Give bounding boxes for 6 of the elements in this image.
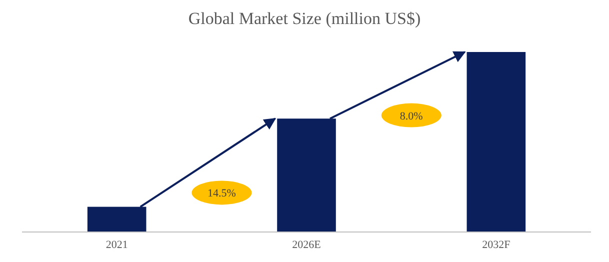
x-tick-label: 2021 <box>106 239 128 251</box>
x-tick-label: 2026E <box>292 239 322 251</box>
annotation: 14.5% <box>208 188 236 200</box>
annotation: 8.0% <box>400 110 423 122</box>
x-tick-label: 2032F <box>482 239 510 251</box>
chart-title: Global Market Size (million US$) <box>188 9 421 28</box>
